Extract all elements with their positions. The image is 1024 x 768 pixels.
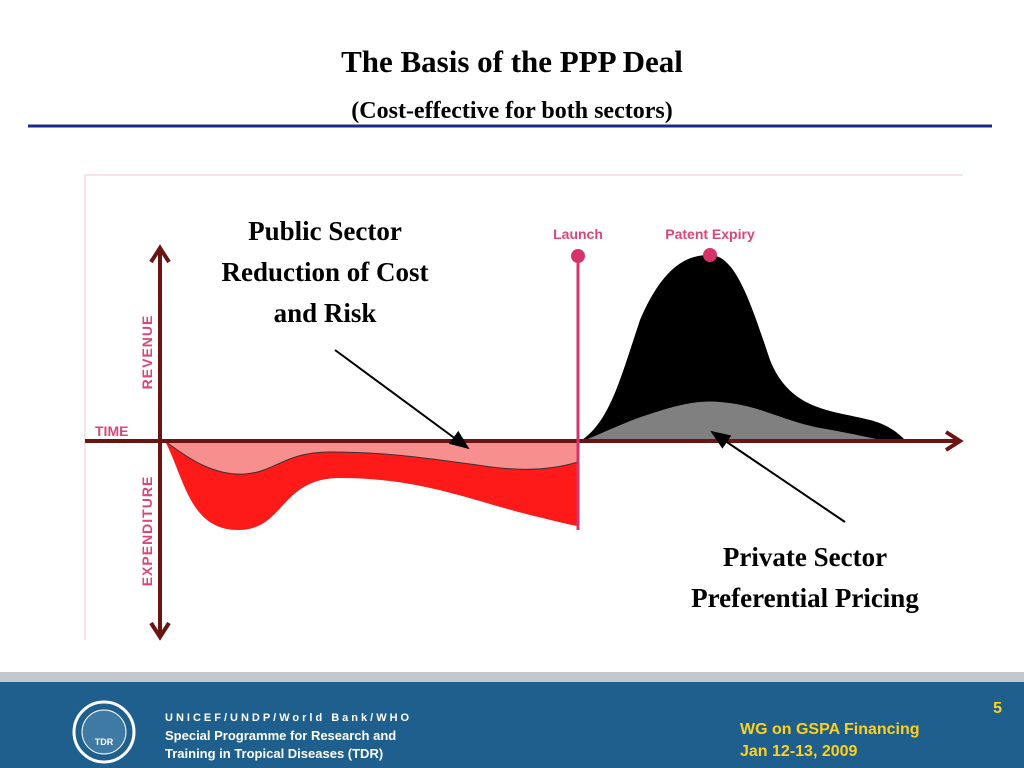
public-saving — [165, 441, 578, 475]
launch-dot — [571, 249, 585, 263]
patent-dot — [703, 248, 717, 262]
private-note: Private Sector — [723, 542, 887, 572]
axes — [85, 244, 964, 641]
date: Jan 12-13, 2009 — [740, 743, 858, 760]
revenue-label: REVENUE — [139, 315, 155, 390]
private-note: Preferential Pricing — [691, 583, 919, 613]
launch-label: Launch — [553, 226, 603, 242]
logo-inner — [81, 709, 127, 755]
expenditure-label: EXPENDITURE — [139, 476, 155, 587]
public-arrow — [334, 349, 470, 450]
public-note: Reduction of Cost — [222, 257, 429, 287]
public-note: and Risk — [274, 298, 377, 328]
footer-band — [0, 682, 1024, 768]
private-arrow — [710, 430, 846, 523]
organizations: UNICEF/UNDP/World Bank/WHO — [165, 712, 412, 724]
title: The Basis of the PPP Deal — [341, 44, 683, 79]
private-revenue — [582, 255, 905, 440]
programme: Special Programme for Research and — [165, 728, 396, 743]
preferential-revenue — [585, 401, 882, 440]
programme: Training in Tropical Diseases (TDR) — [165, 746, 383, 761]
diagram-frame — [84, 174, 963, 640]
footer: TDR UNICEF/UNDP/World Bank/WHO Special P… — [0, 672, 1024, 768]
logo — [72, 700, 136, 764]
saving-line — [164, 440, 579, 475]
page-number: 5 — [993, 700, 1002, 717]
footer-stripe — [0, 672, 1024, 682]
subtitle: (Cost-effective for both sectors) — [351, 98, 672, 124]
public-note: Public Sector — [248, 216, 402, 246]
event: WG on GSPA Financing — [740, 721, 920, 738]
logo-text: TDR — [95, 737, 114, 747]
time-label: TIME — [95, 423, 128, 439]
patent-label: Patent Expiry — [665, 226, 755, 242]
diagram: REVENUE TIME EXPENDITURE Launch Patent E… — [84, 174, 964, 641]
